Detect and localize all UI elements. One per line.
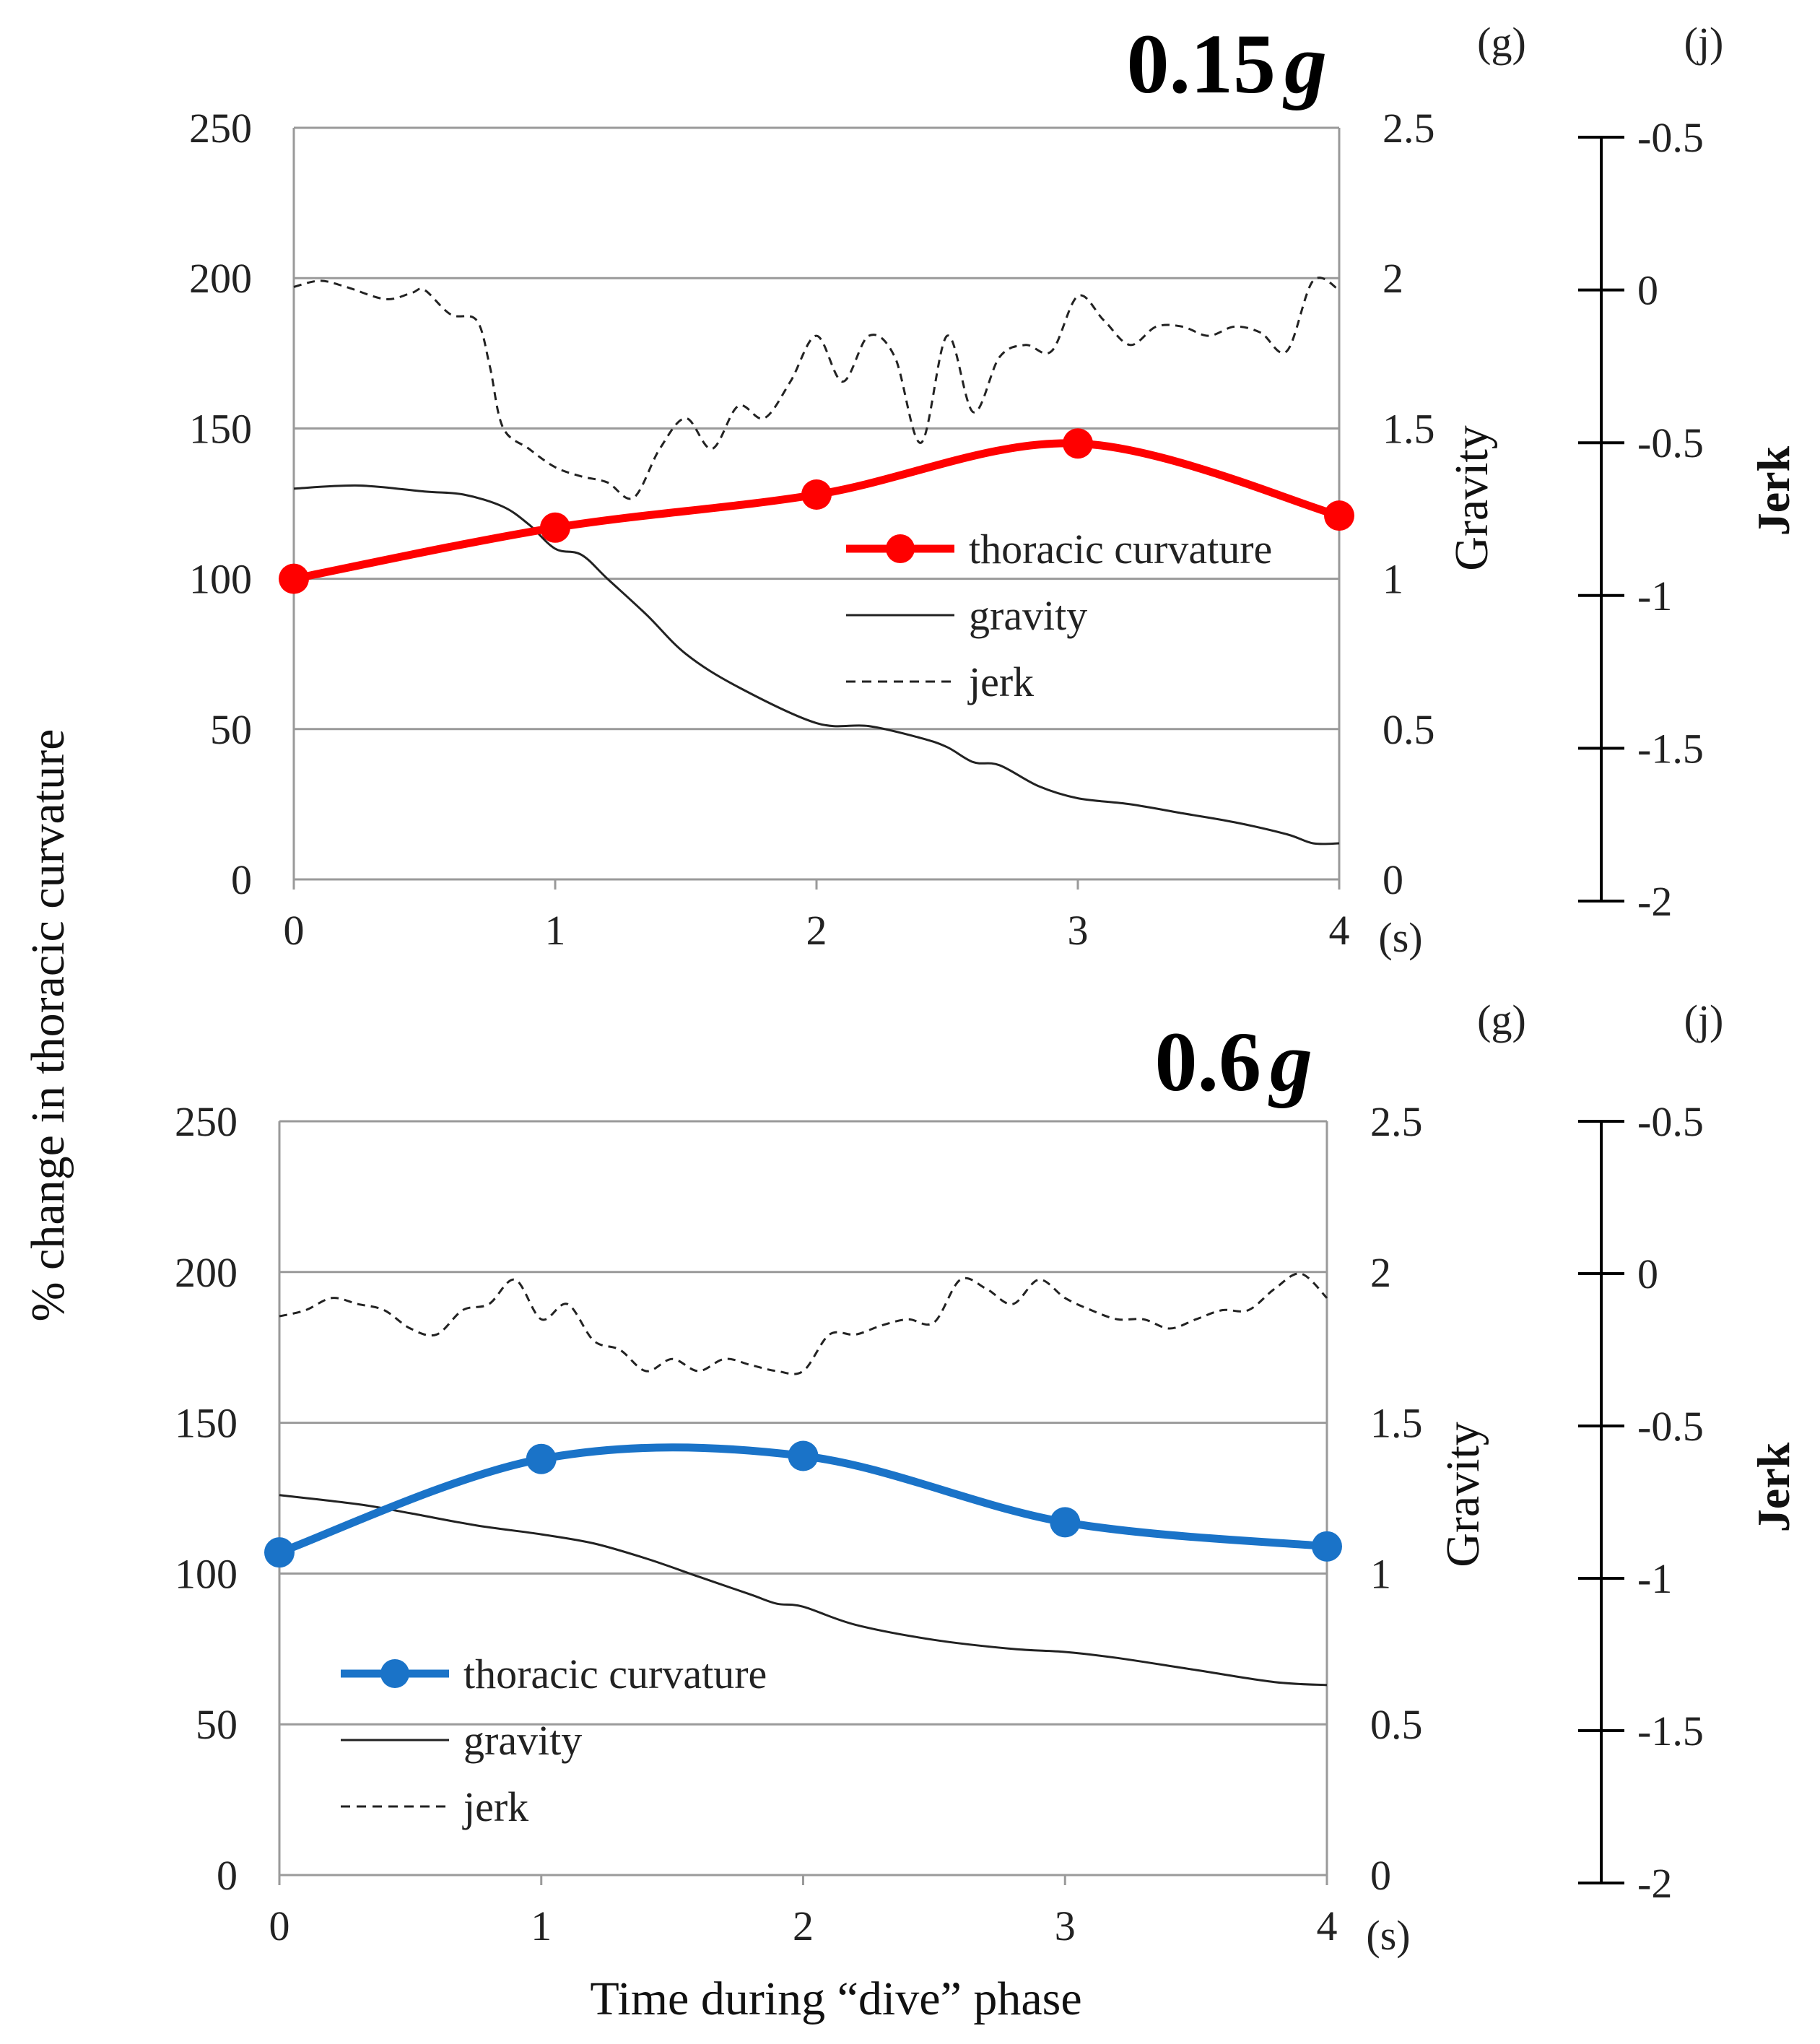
legend-gravity-label: gravity [969, 592, 1087, 639]
x-tick-label: 3 [1068, 907, 1089, 954]
gravity-line [279, 1494, 1328, 1687]
thoracic-curvature-point [1312, 1531, 1342, 1562]
panel-title: 0.15 g [1127, 17, 1328, 111]
gravity-line [293, 484, 1340, 845]
legend-curvature-marker [380, 1659, 409, 1688]
x-tick-label: 0 [284, 907, 305, 954]
left-tick-label: 200 [175, 1249, 238, 1296]
left-tick-label: 50 [196, 1701, 238, 1748]
thoracic-curvature-point [1324, 500, 1354, 531]
left-tick-label: 250 [189, 105, 252, 152]
right-tick-label: 1.5 [1370, 1400, 1423, 1447]
x-tick-label: 3 [1055, 1902, 1076, 1949]
legend-jerk-label: jerk [967, 658, 1034, 705]
left-tick-label: 50 [210, 706, 252, 753]
jerk-tick-label: 0 [1637, 267, 1658, 314]
left-tick-label: 150 [189, 405, 252, 452]
legend-gravity-label: gravity [463, 1717, 582, 1764]
x-tick-label: 4 [1317, 1902, 1338, 1949]
x-axis-label: Time during “dive” phase [590, 1973, 1081, 2025]
panel-title-g: g [1268, 1014, 1312, 1109]
right-tick-label: 2 [1370, 1249, 1391, 1296]
jerk-unit-label: (j) [1684, 996, 1724, 1043]
left-tick-label: 100 [189, 556, 252, 603]
x-tick-label: 2 [793, 1902, 814, 1949]
legend-jerk-label: jerk [462, 1783, 528, 1830]
gravity-axis-label: Gravity [1445, 425, 1498, 571]
jerk-tick-label: 0 [1637, 1251, 1658, 1297]
jerk-tick-label: -0.5 [1637, 114, 1704, 161]
x-unit-label: (s) [1366, 1912, 1410, 1959]
jerk-tick-label: -1.5 [1637, 1708, 1704, 1754]
x-tick-label: 4 [1329, 907, 1350, 954]
right-tick-label: 0 [1383, 856, 1403, 903]
x-tick-label: 2 [806, 907, 827, 954]
right-tick-label: 0.5 [1370, 1701, 1423, 1748]
right-tick-label: 1 [1383, 556, 1403, 603]
left-tick-label: 0 [231, 856, 252, 903]
jerk-tick-label: -0.5 [1637, 1098, 1704, 1145]
jerk-tick-label: -1.5 [1637, 725, 1704, 772]
jerk-tick-label: -1 [1637, 573, 1672, 619]
left-tick-label: 250 [175, 1098, 238, 1145]
y-axis-label: % change in thoracic curvature [22, 729, 74, 1322]
panel-title-value: 0.15 [1127, 17, 1276, 111]
jerk-tick-label: -0.5 [1637, 1403, 1704, 1450]
jerk-axis-label: Jerk [1748, 1442, 1799, 1532]
x-tick-label: 0 [269, 1902, 290, 1949]
gravity-unit-label: (g) [1477, 996, 1526, 1043]
jerk-tick-label: -2 [1637, 878, 1672, 925]
x-tick-label: 1 [545, 907, 566, 954]
panel-title: 0.6 g [1155, 1014, 1313, 1109]
x-tick-label: 1 [531, 1902, 552, 1949]
right-tick-label: 1 [1370, 1550, 1391, 1597]
thoracic-curvature-point [264, 1537, 295, 1568]
thoracic-curvature-point [540, 512, 570, 543]
thoracic-curvature-point [526, 1443, 557, 1474]
right-tick-label: 1.5 [1383, 405, 1435, 452]
left-tick-label: 0 [217, 1852, 238, 1899]
left-tick-label: 200 [189, 255, 252, 302]
right-tick-label: 0 [1370, 1852, 1391, 1899]
right-tick-label: 0.5 [1383, 706, 1435, 753]
jerk-line [293, 277, 1340, 500]
thoracic-curvature-point [801, 479, 832, 510]
panel-title-value: 0.6 [1155, 1014, 1262, 1109]
panel-title-g: g [1282, 17, 1327, 111]
gravity-axis-label: Gravity [1437, 1422, 1489, 1567]
left-tick-label: 100 [175, 1550, 238, 1597]
thoracic-curvature-point [279, 563, 309, 594]
right-tick-label: 2.5 [1370, 1098, 1423, 1145]
thoracic-curvature-point [1050, 1507, 1081, 1538]
jerk-axis-label: Jerk [1748, 445, 1799, 536]
thoracic-curvature-point [1063, 428, 1093, 459]
right-tick-label: 2.5 [1383, 105, 1435, 152]
jerk-unit-label: (j) [1684, 19, 1724, 66]
right-tick-label: 2 [1383, 255, 1403, 302]
gravity-unit-label: (g) [1477, 19, 1526, 66]
legend-curvature-label: thoracic curvature [969, 526, 1272, 573]
panel-0p6g: 0 50 100 150 200 250 0 0.5 1 1.5 2 2.5 0 1 2 3 4 (s) 0.6 g (… [175, 996, 1799, 1959]
legend-curvature-marker [886, 534, 915, 563]
jerk-line [279, 1272, 1328, 1375]
x-unit-label: (s) [1378, 914, 1422, 961]
thoracic-curvature-point [788, 1440, 819, 1471]
jerk-tick-label: -1 [1637, 1555, 1672, 1602]
left-tick-label: 150 [175, 1400, 238, 1447]
legend-curvature-label: thoracic curvature [463, 1651, 767, 1697]
jerk-tick-label: -2 [1637, 1860, 1672, 1907]
jerk-tick-label: -0.5 [1637, 419, 1704, 466]
